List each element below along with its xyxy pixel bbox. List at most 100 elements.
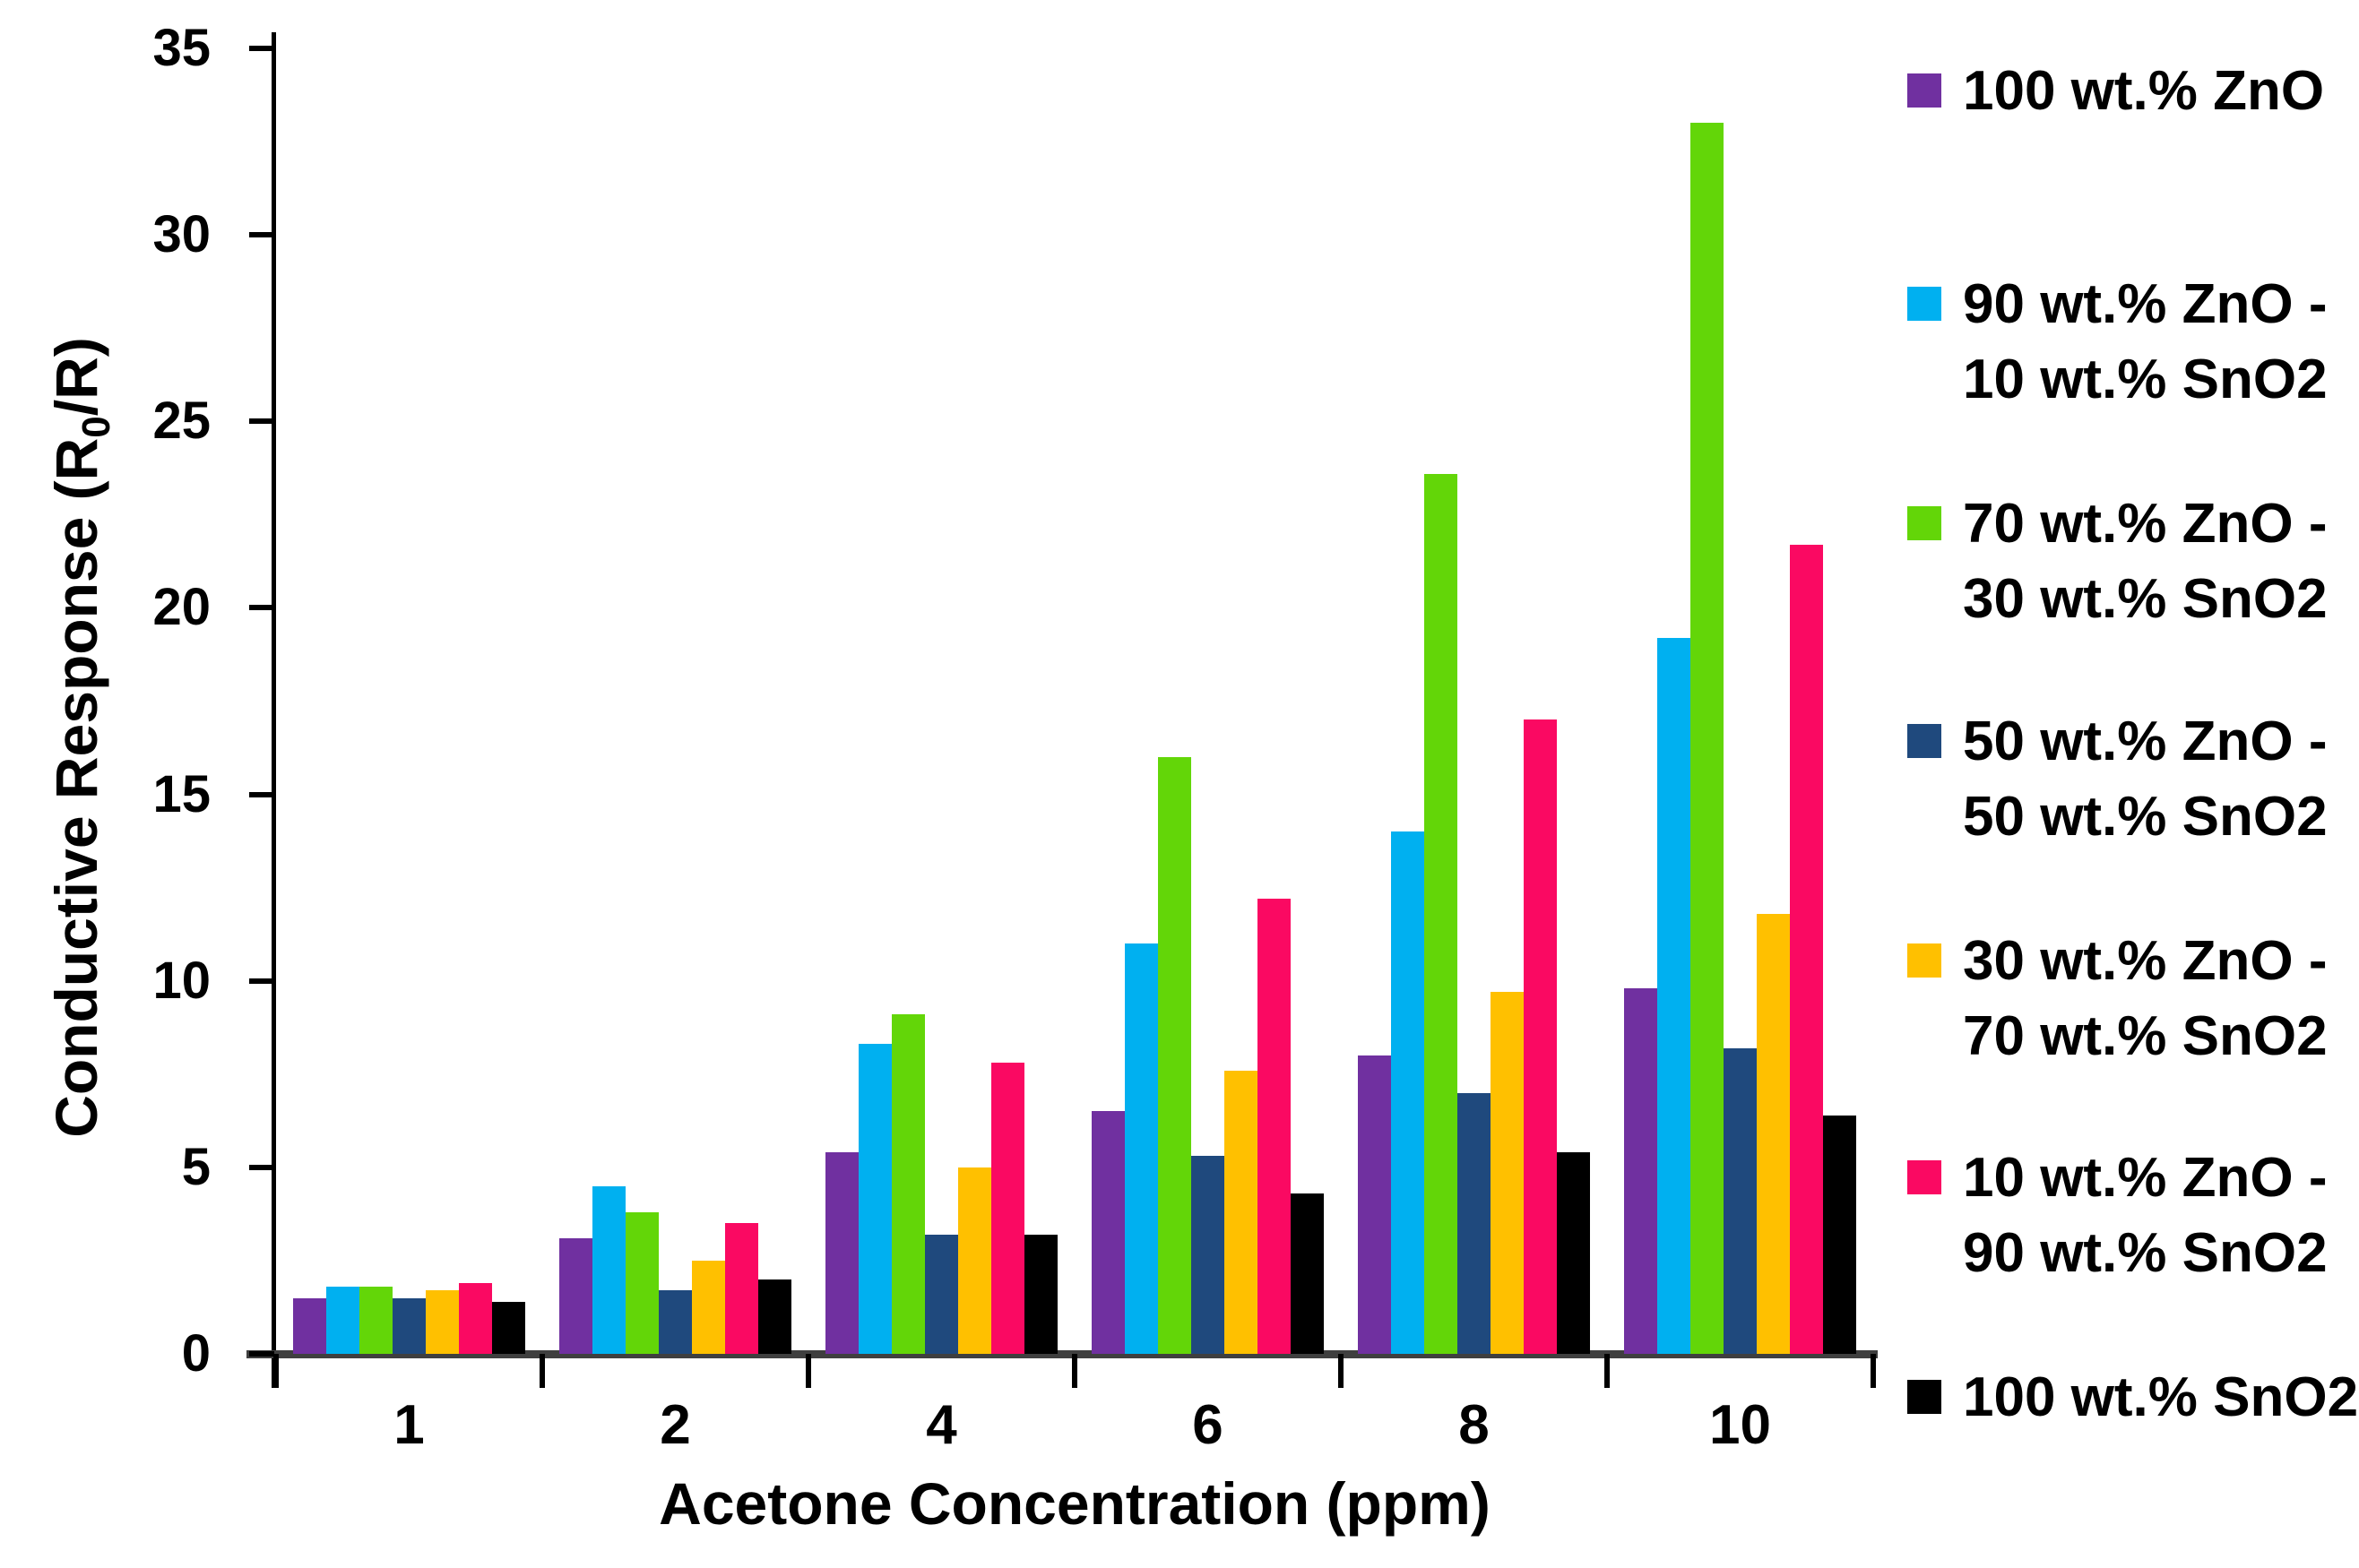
bar-90-wt-zno-10-wt-sno2-at-1ppm [326, 1287, 359, 1354]
bar-100-wt-zno-at-1ppm [293, 1298, 326, 1354]
legend-swatch-icon [1907, 1160, 1941, 1194]
legend-entry-70-wt-zno-30-wt-sno2: 70 wt.% ZnO - 30 wt.% SnO2 [1907, 487, 2359, 655]
bar-90-wt-zno-10-wt-sno2-at-6ppm [1125, 943, 1158, 1354]
bar-100-wt-zno-at-8ppm [1358, 1055, 1391, 1354]
bar-90-wt-zno-10-wt-sno2-at-8ppm [1391, 831, 1424, 1354]
y-tick-35 [249, 46, 274, 51]
bar-100-wt-sno2-at-8ppm [1557, 1152, 1590, 1354]
bar-30-wt-zno-70-wt-sno2-at-8ppm [1491, 992, 1524, 1354]
bar-30-wt-zno-70-wt-sno2-at-2ppm [692, 1261, 725, 1354]
bar-50-wt-zno-50-wt-sno2-at-1ppm [393, 1298, 426, 1354]
legend-entry-100-wt-zno: 100 wt.% ZnO [1907, 54, 2359, 147]
bar-50-wt-zno-50-wt-sno2-at-4ppm [925, 1235, 958, 1354]
x-tick-label-8: 8 [1458, 1394, 1490, 1456]
x-tick-label-2: 2 [660, 1394, 691, 1456]
legend-entry-10-wt-zno-90-wt-sno2: 10 wt.% ZnO - 90 wt.% SnO2 [1907, 1141, 2359, 1309]
x-tick-6 [1871, 1354, 1876, 1388]
bar-70-wt-zno-30-wt-sno2-at-1ppm [359, 1287, 393, 1354]
legend-label: 70 wt.% ZnO - 30 wt.% SnO2 [1963, 487, 2357, 637]
y-tick-10 [249, 978, 274, 984]
bar-10-wt-zno-90-wt-sno2-at-8ppm [1524, 719, 1557, 1354]
y-tick-label-20: 20 [152, 578, 211, 637]
bar-100-wt-sno2-at-4ppm [1024, 1235, 1058, 1354]
bar-10-wt-zno-90-wt-sno2-at-10ppm [1790, 545, 1823, 1354]
x-tick-0 [273, 1354, 279, 1388]
bar-50-wt-zno-50-wt-sno2-at-2ppm [659, 1290, 692, 1354]
bar-100-wt-sno2-at-6ppm [1291, 1193, 1324, 1354]
y-tick-label-35: 35 [152, 19, 211, 77]
y-tick-25 [249, 418, 274, 425]
legend-entry-100-wt-sno2: 100 wt.% SnO2 [1907, 1360, 2359, 1453]
legend-label-line: 50 wt.% ZnO - [1963, 711, 2328, 772]
legend-entry-50-wt-zno-50-wt-sno2: 50 wt.% ZnO - 50 wt.% SnO2 [1907, 704, 2359, 873]
y-tick-30 [249, 232, 274, 238]
legend-label: 50 wt.% ZnO - 50 wt.% SnO2 [1963, 704, 2357, 855]
legend-label-line: 70 wt.% SnO2 [1963, 1005, 2328, 1067]
y-tick-label-25: 25 [152, 392, 211, 451]
bar-100-wt-zno-at-6ppm [1092, 1111, 1125, 1354]
bar-30-wt-zno-70-wt-sno2-at-4ppm [958, 1167, 991, 1354]
x-tick-label-10: 10 [1709, 1394, 1771, 1456]
legend-swatch-icon [1907, 73, 1941, 108]
legend-label-line: 100 wt.% SnO2 [1963, 1366, 2359, 1428]
legend-label-line: 70 wt.% ZnO - [1963, 493, 2328, 555]
bar-70-wt-zno-30-wt-sno2-at-10ppm [1690, 123, 1724, 1354]
legend-entry-30-wt-zno-70-wt-sno2: 30 wt.% ZnO - 70 wt.% SnO2 [1907, 924, 2359, 1092]
bar-10-wt-zno-90-wt-sno2-at-4ppm [991, 1063, 1024, 1354]
bar-100-wt-zno-at-4ppm [825, 1152, 859, 1354]
legend-label-line: 30 wt.% SnO2 [1963, 568, 2328, 630]
bar-50-wt-zno-50-wt-sno2-at-8ppm [1457, 1093, 1491, 1354]
x-tick-label-1: 1 [393, 1394, 425, 1456]
legend-label-line: 10 wt.% SnO2 [1963, 349, 2328, 410]
y-tick-label-30: 30 [152, 205, 211, 264]
bar-100-wt-sno2-at-10ppm [1823, 1116, 1856, 1354]
bar-10-wt-zno-90-wt-sno2-at-1ppm [459, 1283, 492, 1354]
bar-10-wt-zno-90-wt-sno2-at-6ppm [1257, 899, 1291, 1354]
legend-swatch-icon [1907, 943, 1941, 978]
legend-label-line: 100 wt.% ZnO [1963, 60, 2325, 122]
bar-70-wt-zno-30-wt-sno2-at-2ppm [626, 1212, 659, 1354]
bar-50-wt-zno-50-wt-sno2-at-6ppm [1191, 1156, 1224, 1354]
y-tick-label-0: 0 [181, 1324, 211, 1383]
y-tick-5 [249, 1164, 274, 1170]
x-tick-3 [1072, 1354, 1077, 1388]
legend-label: 90 wt.% ZnO - 10 wt.% SnO2 [1963, 267, 2357, 418]
legend-entry-90-wt-zno-10-wt-sno2: 90 wt.% ZnO - 10 wt.% SnO2 [1907, 267, 2359, 435]
legend-label-line: 30 wt.% ZnO - [1963, 930, 2328, 992]
bar-100-wt-zno-at-10ppm [1624, 988, 1657, 1354]
bar-70-wt-zno-30-wt-sno2-at-6ppm [1158, 757, 1191, 1354]
bar-90-wt-zno-10-wt-sno2-at-4ppm [859, 1044, 892, 1354]
y-tick-label-5: 5 [181, 1137, 211, 1196]
legend-label-line: 90 wt.% SnO2 [1963, 1222, 2328, 1284]
x-tick-2 [806, 1354, 811, 1388]
bar-10-wt-zno-90-wt-sno2-at-2ppm [725, 1223, 758, 1354]
bar-50-wt-zno-50-wt-sno2-at-10ppm [1724, 1048, 1757, 1354]
legend-label: 100 wt.% SnO2 [1963, 1360, 2359, 1435]
y-tick-label-10: 10 [152, 951, 211, 1010]
bar-100-wt-sno2-at-2ppm [758, 1279, 791, 1354]
x-tick-4 [1338, 1354, 1344, 1388]
legend-label: 100 wt.% ZnO [1963, 54, 2357, 129]
bar-70-wt-zno-30-wt-sno2-at-8ppm [1424, 474, 1457, 1354]
y-axis-line [272, 32, 276, 1388]
legend-swatch-icon [1907, 1380, 1941, 1414]
bar-100-wt-zno-at-2ppm [559, 1238, 592, 1354]
y-tick-0 [249, 1351, 274, 1357]
x-tick-label-4: 4 [926, 1394, 957, 1456]
y-tick-15 [249, 791, 274, 797]
bar-30-wt-zno-70-wt-sno2-at-6ppm [1224, 1071, 1257, 1354]
legend-swatch-icon [1907, 506, 1941, 540]
legend-label-line: 90 wt.% ZnO - [1963, 273, 2328, 335]
legend-label: 10 wt.% ZnO - 90 wt.% SnO2 [1963, 1141, 2357, 1291]
x-tick-label-6: 6 [1192, 1394, 1223, 1456]
bar-30-wt-zno-70-wt-sno2-at-1ppm [426, 1290, 459, 1354]
legend-swatch-icon [1907, 724, 1941, 758]
x-axis-line [246, 1350, 1878, 1358]
bar-100-wt-sno2-at-1ppm [492, 1302, 525, 1354]
y-tick-20 [249, 605, 274, 611]
bar-70-wt-zno-30-wt-sno2-at-4ppm [892, 1014, 925, 1354]
legend-swatch-icon [1907, 287, 1941, 321]
legend: 100 wt.% ZnO 90 wt.% ZnO - 10 wt.% SnO2 70 … [1907, 0, 2359, 1568]
x-axis-title: Acetone Concentration (ppm) [659, 1470, 1491, 1537]
